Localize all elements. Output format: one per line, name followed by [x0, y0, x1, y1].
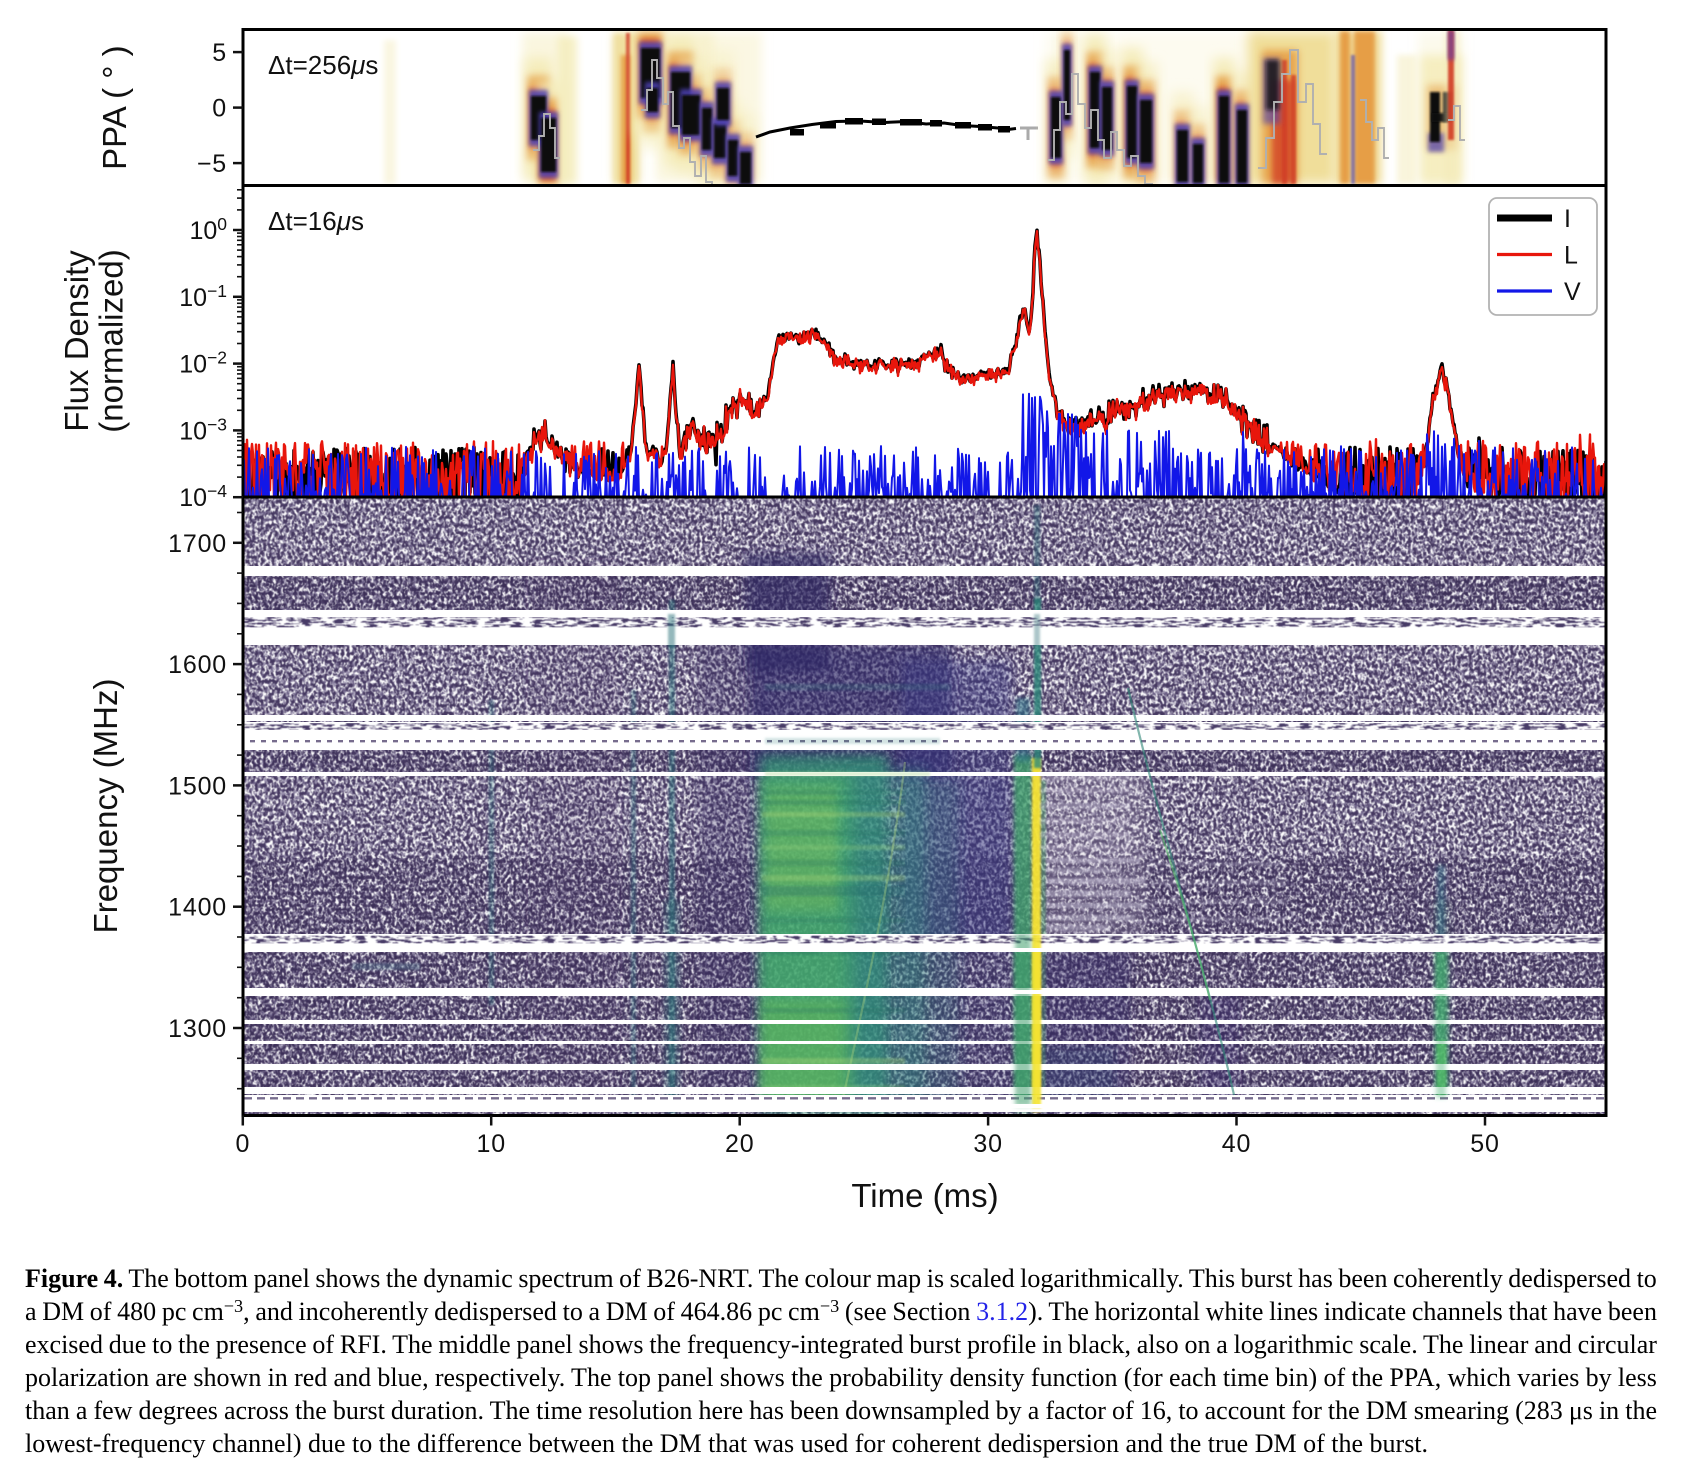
svg-text:I: I [1564, 205, 1571, 233]
svg-text:10−4: 10−4 [179, 481, 227, 512]
svg-text:10−1: 10−1 [179, 281, 227, 312]
svg-text:Flux Density: Flux Density [58, 250, 95, 432]
svg-text:L: L [1564, 242, 1578, 270]
svg-text:Δt=16μs: Δt=16μs [268, 206, 364, 236]
svg-text:Δt=256μs: Δt=256μs [268, 50, 378, 80]
svg-text:10−3: 10−3 [179, 414, 227, 445]
svg-text:10−2: 10−2 [179, 348, 227, 379]
svg-text:100: 100 [189, 214, 227, 245]
svg-text:−5: −5 [197, 150, 227, 178]
svg-text:30: 30 [973, 1130, 1002, 1158]
svg-text:(normalized): (normalized) [93, 249, 130, 432]
svg-text:PPA ( ° ): PPA ( ° ) [96, 45, 133, 169]
svg-text:1400: 1400 [168, 894, 227, 922]
svg-text:5: 5 [212, 39, 227, 67]
svg-text:0: 0 [235, 1130, 250, 1158]
svg-text:V: V [1564, 278, 1581, 306]
svg-text:1300: 1300 [168, 1015, 227, 1043]
svg-text:10: 10 [476, 1130, 505, 1158]
svg-text:0: 0 [212, 95, 227, 123]
svg-text:Frequency (MHz): Frequency (MHz) [87, 679, 124, 934]
svg-text:1500: 1500 [168, 772, 227, 800]
svg-text:40: 40 [1222, 1130, 1251, 1158]
svg-text:20: 20 [725, 1130, 754, 1158]
svg-text:50: 50 [1470, 1130, 1499, 1158]
svg-text:Time (ms): Time (ms) [851, 1177, 998, 1214]
svg-text:1700: 1700 [168, 530, 227, 558]
svg-text:1600: 1600 [168, 651, 227, 679]
